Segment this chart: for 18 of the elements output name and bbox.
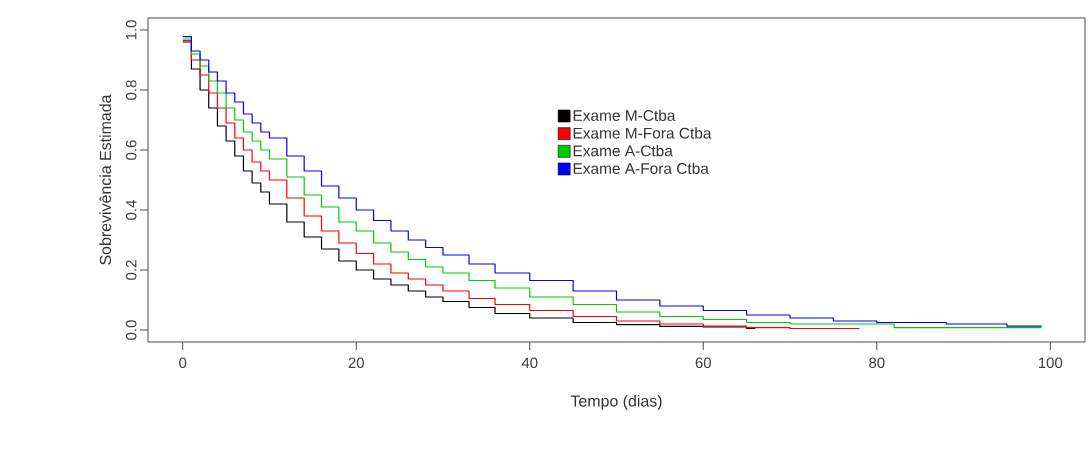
y-axis-title: Sobrevivência Estimada (99, 94, 112, 265)
legend-label: Exame M-Ctba (573, 109, 676, 121)
legend-label: Exame A-Fora Ctba (573, 162, 709, 174)
y-tick-label: 0.6 (125, 140, 137, 160)
y-tick-label: 0.0 (125, 320, 137, 340)
x-tick-label: 80 (869, 357, 885, 369)
x-tick-label: 40 (521, 357, 538, 369)
legend-label: Exame A-Ctba (573, 144, 673, 157)
x-tick-label: 20 (348, 357, 364, 369)
y-tick-label: 0.4 (125, 200, 137, 220)
y-tick-label: 1.0 (125, 20, 137, 40)
x-tick-label: 0 (179, 357, 187, 369)
x-tick-label: 100 (1038, 357, 1063, 369)
x-axis-title: Tempo (dias) (570, 394, 662, 410)
legend-label: Exame M-Fora Ctba (573, 127, 712, 139)
y-tick-label: 0.2 (125, 260, 137, 280)
x-tick-label: 60 (695, 357, 711, 369)
y-tick-label: 0.8 (125, 80, 137, 100)
